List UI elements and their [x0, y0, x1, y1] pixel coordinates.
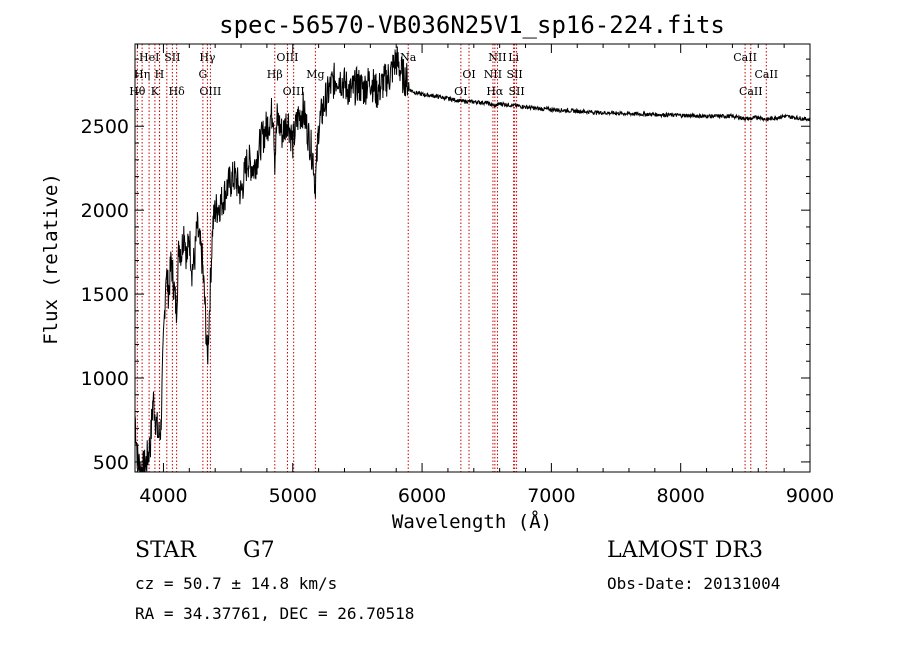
line-label-5: K — [151, 85, 160, 98]
x-tick-label-0: 4000 — [139, 485, 187, 507]
line-label-22: SII — [508, 85, 524, 98]
flux-line — [134, 46, 811, 473]
line-label-7: Hγ — [199, 51, 216, 64]
line-label-21: Hα — [486, 85, 504, 98]
subclass-label: G7 — [243, 538, 275, 563]
line-label-14: Na — [400, 51, 417, 64]
line-label-0: Hη — [134, 68, 150, 81]
line-label-1: HeI — [139, 51, 159, 64]
y-tick-label-3: 2000 — [81, 200, 129, 222]
redshift-text: cz = 50.7 ± 14.8 km/s — [135, 574, 338, 593]
y-tick-label-2: 1500 — [81, 284, 129, 306]
line-label-12: OIII — [283, 85, 305, 98]
line-label-3: H — [155, 68, 165, 81]
coordinates-text: RA = 34.37761, DEC = 26.70518 — [135, 604, 415, 623]
line-markers — [136, 44, 767, 472]
class-label: STAR — [135, 538, 196, 563]
line-label-10: OIII — [276, 51, 298, 64]
line-label-17: NII — [488, 51, 506, 64]
line-label-11: Hβ — [267, 68, 283, 81]
x-axis-title: Wavelength (Å) — [392, 510, 552, 533]
survey-label: LAMOST DR3 — [607, 538, 763, 563]
line-label-20: SII — [507, 68, 523, 81]
line-label-24: CaII — [754, 68, 778, 81]
line-label-9: OIII — [199, 85, 221, 98]
line-label-4: Hθ — [129, 85, 146, 98]
line-label-6: Hδ — [169, 85, 186, 98]
x-tick-label-4: 8000 — [657, 485, 705, 507]
chart-title: spec-56570-VB036N25V1_sp16-224.fits — [219, 11, 725, 39]
line-label-15: OI — [462, 68, 475, 81]
x-tick-label-2: 6000 — [398, 485, 446, 507]
line-label-25: CaII — [739, 85, 763, 98]
y-tick-label-1: 1000 — [81, 368, 129, 390]
x-tick-label-1: 5000 — [269, 485, 317, 507]
line-label-18: Li — [508, 51, 519, 64]
y-tick-label-0: 500 — [93, 452, 129, 474]
y-tick-label-4: 2500 — [81, 116, 129, 138]
line-label-2: SII — [164, 51, 180, 64]
axes: 4000 5000 6000 7000 8000 9000 500 1000 1500 2000 2… — [81, 43, 834, 507]
line-label-16: OI — [454, 85, 467, 98]
flux-series — [134, 46, 811, 473]
line-label-8: G — [198, 68, 207, 81]
line-label-19: NII — [484, 68, 502, 81]
y-axis-title: Flux (relative) — [40, 173, 62, 345]
x-tick-label-5: 9000 — [786, 485, 834, 507]
obs-date-text: Obs-Date: 20131004 — [607, 574, 781, 593]
line-label-13: Mg — [306, 68, 324, 81]
x-tick-label-3: 7000 — [527, 485, 575, 507]
plot-frame — [134, 43, 811, 473]
line-label-23: CaII — [733, 51, 757, 64]
